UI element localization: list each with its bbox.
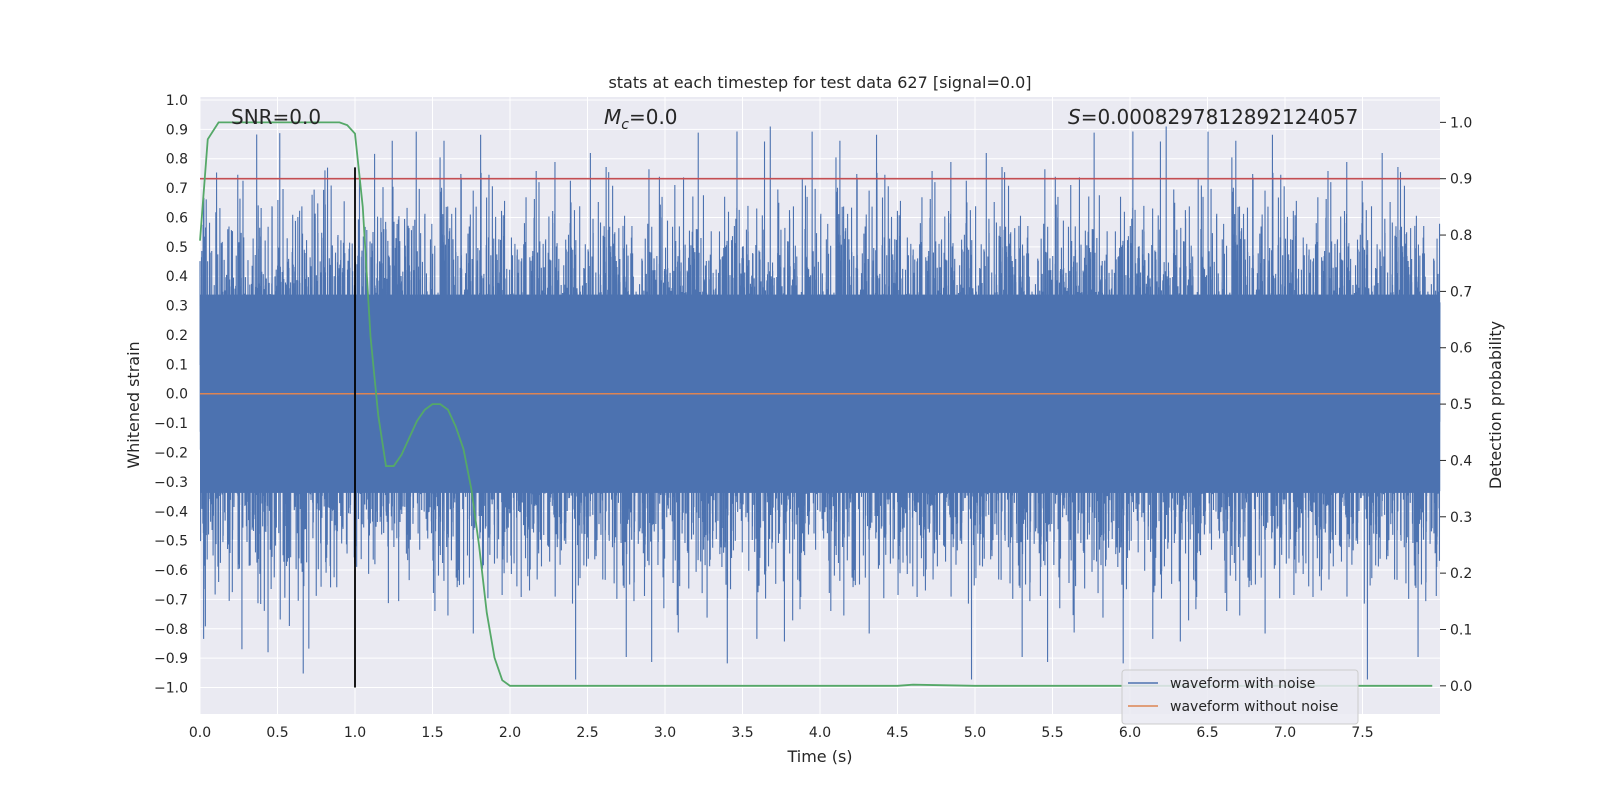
legend: waveform with noise waveform without noi…	[1121, 669, 1359, 725]
x-tick-label: 2.5	[576, 725, 598, 741]
y-tick-label: 0.2	[166, 328, 188, 344]
s-annotation: S=0.0008297812892124057	[1068, 105, 1358, 129]
x-tick-label: 7.0	[1274, 725, 1296, 741]
x-tick-label: 5.0	[964, 725, 986, 741]
x-tick-label: 4.0	[809, 725, 831, 741]
mc-value: =0.0	[629, 105, 678, 129]
y2-tick-label: 0.8	[1450, 228, 1472, 244]
y2-tick-label: 0.3	[1450, 510, 1472, 526]
y2-tick-label: 0.6	[1450, 341, 1472, 357]
mc-symbol: M	[604, 105, 621, 129]
y-tick-label: 0.4	[166, 269, 188, 285]
legend-box	[1121, 669, 1359, 725]
y2-tick-label: 1.0	[1450, 115, 1472, 131]
y-tick-label: 1.0	[166, 93, 188, 109]
legend-label-noise: waveform with noise	[1170, 676, 1315, 692]
y2-tick-label: 0.9	[1450, 172, 1472, 188]
snr-annotation: SNR=0.0	[231, 105, 321, 129]
y-tick-label: 0.8	[166, 152, 188, 168]
y-tick-label: 0.3	[166, 299, 188, 315]
y2-tick-label: 0.5	[1450, 397, 1472, 413]
y-axis-label: Whitened strain	[124, 341, 143, 468]
y2-tick-label: 0.4	[1450, 453, 1472, 469]
overlays	[199, 121, 1440, 688]
x-tick-label: 0.5	[266, 725, 288, 741]
y-tick-label: 0.7	[166, 181, 188, 197]
y-tick-label: −0.9	[154, 651, 188, 667]
y2-tick-label: 0.0	[1450, 679, 1472, 695]
legend-label-clean: waveform without noise	[1170, 699, 1338, 715]
s-value: =0.0008297812892124057	[1081, 105, 1359, 129]
x-tick-label: 0.0	[189, 725, 211, 741]
x-tick-label: 3.0	[654, 725, 676, 741]
y-tick-label: 0.6	[166, 210, 188, 226]
y-tick-label: −0.3	[154, 475, 188, 491]
y-tick-label: 0.1	[166, 357, 188, 373]
y2-tick-label: 0.1	[1450, 622, 1472, 638]
y-tick-label: −0.1	[154, 416, 188, 432]
x-tick-label: 5.5	[1041, 725, 1063, 741]
y-tick-label: −0.5	[154, 534, 188, 550]
y-tick-label: 0.5	[166, 240, 188, 256]
x-tick-label: 6.0	[1119, 725, 1141, 741]
series-detection-probability	[199, 121, 1433, 687]
x-tick-label: 1.5	[421, 725, 443, 741]
chirp-mass-annotation: Mc=0.0	[604, 105, 678, 133]
y-tick-label: −0.6	[154, 563, 188, 579]
y-tick-label: 0.9	[166, 122, 188, 138]
y2-tick-label: 0.7	[1450, 284, 1472, 300]
x-tick-label: 3.5	[731, 725, 753, 741]
y-axis-right: 1.0 0.9 0.8 0.7 0.6 0.5 0.4 0.3 0.2 0.1 0.0	[1440, 115, 1472, 695]
s-symbol: S	[1068, 105, 1081, 129]
x-tick-label: 6.5	[1196, 725, 1218, 741]
x-axis-label: Time (s)	[786, 747, 852, 766]
y-tick-label: −0.4	[154, 504, 188, 520]
x-tick-label: 2.0	[499, 725, 521, 741]
y2-tick-label: 0.2	[1450, 566, 1472, 582]
chart-title: stats at each timestep for test data 627…	[608, 73, 1031, 92]
x-tick-label: 7.5	[1351, 725, 1373, 741]
y-tick-label: −1.0	[154, 681, 188, 697]
y-tick-label: 0.0	[166, 387, 188, 403]
y-tick-label: −0.7	[154, 592, 188, 608]
y-axis-left: 1.0 0.9 0.8 0.7 0.6 0.5 0.4 0.3 0.2 0.1 0.0 −0.1 −0.…	[154, 93, 188, 697]
y-tick-label: −0.8	[154, 622, 188, 638]
x-tick-label: 4.5	[886, 725, 908, 741]
x-tick-label: 1.0	[344, 725, 366, 741]
y2-axis-label: Detection probability	[1486, 321, 1505, 489]
x-axis: 0.0 0.5 1.0 1.5 2.0 2.5 3.0 3.5 4.0 4.5 5.0 5.5 6.0 6…	[189, 725, 1374, 741]
y-tick-label: −0.2	[154, 446, 188, 462]
mc-subscript: c	[621, 117, 629, 133]
